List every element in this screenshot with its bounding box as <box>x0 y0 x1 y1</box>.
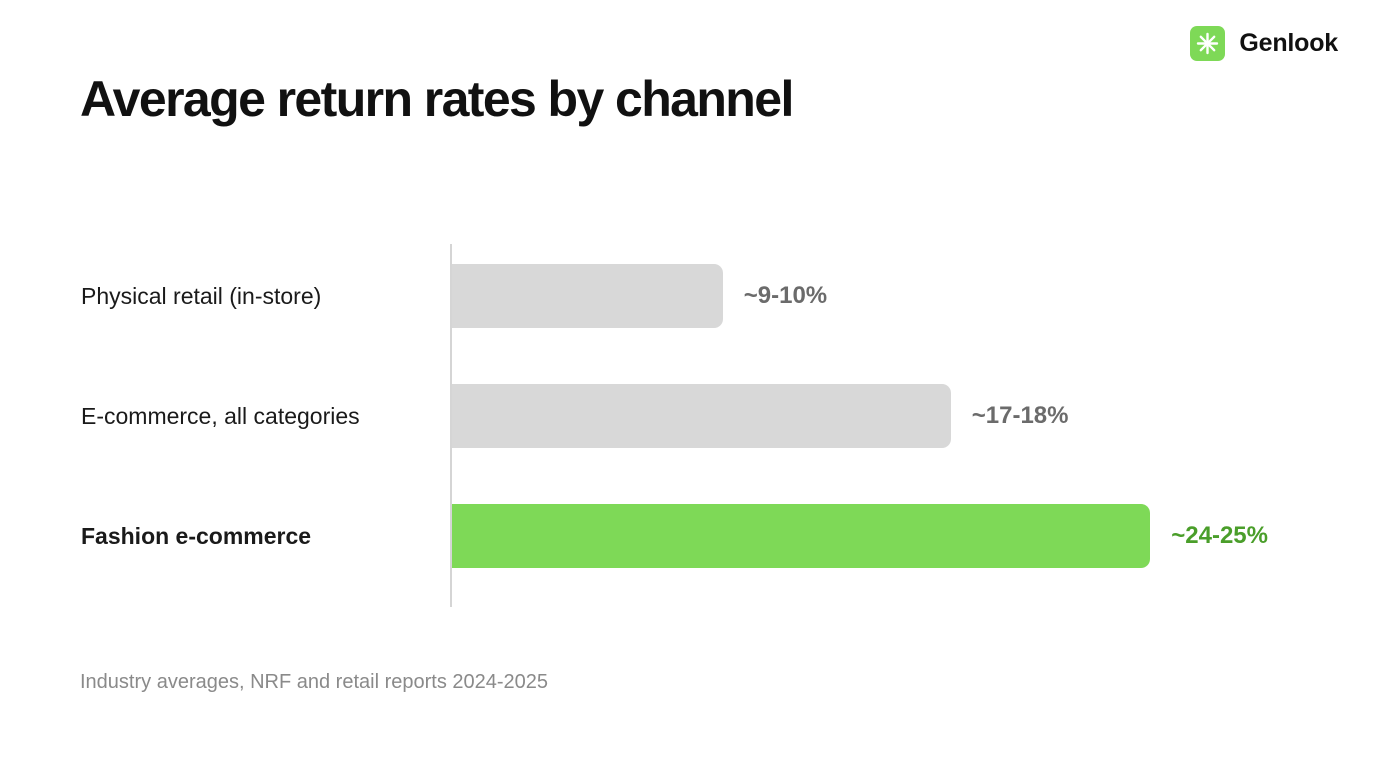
source-footnote: Industry averages, NRF and retail report… <box>80 671 549 693</box>
category-label: E-commerce, all categories <box>81 403 360 429</box>
brand-name: Genlook <box>1239 29 1338 57</box>
category-axis-line <box>450 244 452 607</box>
sparkle-icon <box>1190 26 1226 61</box>
chart-title: Average return rates by channel <box>80 71 794 127</box>
bar-value-label: ~9-10% <box>743 282 828 309</box>
bar <box>452 384 951 448</box>
bar-highlight <box>452 504 1151 568</box>
bar <box>452 264 723 328</box>
bar-value-label: ~17-18% <box>971 402 1069 429</box>
brand: Genlook <box>1190 26 1338 61</box>
category-label: Fashion e-commerce <box>81 523 312 549</box>
category-label: Physical retail (in-store) <box>81 283 322 309</box>
bar-value-label: ~24-25% <box>1171 522 1268 549</box>
